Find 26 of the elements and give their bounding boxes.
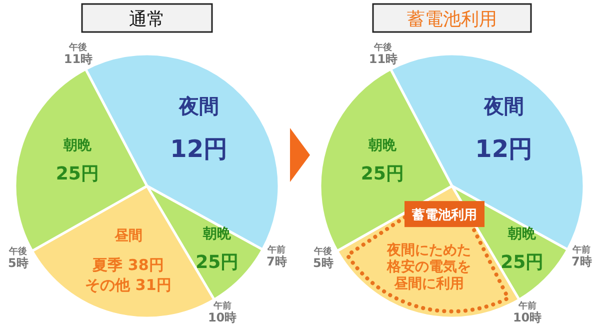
text: 午前7時 bbox=[266, 244, 287, 268]
text: 蓄電池利用 bbox=[407, 9, 497, 30]
text: 25円 bbox=[360, 164, 404, 184]
text: 午前10時 bbox=[208, 300, 237, 324]
slice-label: 夜間 bbox=[482, 94, 524, 118]
text: 12円 bbox=[170, 135, 228, 164]
text: 午後11時 bbox=[64, 42, 93, 66]
text: 午後5時 bbox=[313, 246, 334, 270]
text: 午後11時 bbox=[368, 42, 398, 66]
text: 午後5時 bbox=[8, 246, 28, 270]
text: 25円 bbox=[196, 252, 239, 273]
text: 夏季 38円 bbox=[92, 256, 164, 274]
slice-label: 昼間 bbox=[113, 228, 142, 244]
text: 午前10時 bbox=[512, 300, 542, 324]
text: 12円 bbox=[475, 135, 533, 164]
slice-label: 朝晩 bbox=[202, 226, 232, 242]
text: 午前7時 bbox=[571, 244, 592, 268]
text: 夜間にためた格安の電気を昼間に利用 bbox=[386, 241, 471, 292]
slice-label: 夜間 bbox=[178, 94, 219, 118]
text: 25円 bbox=[56, 164, 99, 184]
slice-label: 朝晩 bbox=[367, 138, 398, 154]
slice-label: 朝晩 bbox=[62, 138, 92, 154]
text: 25円 bbox=[500, 252, 544, 273]
slice-label: 朝晩 bbox=[507, 226, 538, 242]
chart-title: 通常 bbox=[129, 9, 165, 30]
text: その他 31円 bbox=[85, 276, 172, 294]
